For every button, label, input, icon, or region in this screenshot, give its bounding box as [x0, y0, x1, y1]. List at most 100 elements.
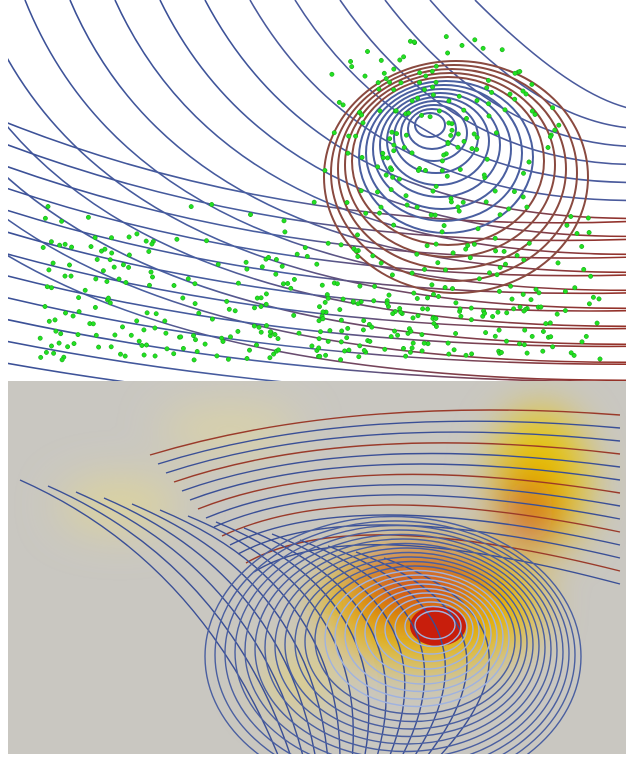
particle	[152, 325, 158, 331]
particle	[304, 253, 310, 259]
particle	[144, 342, 149, 348]
particle	[44, 284, 50, 290]
particle	[419, 348, 425, 354]
particle	[484, 156, 490, 162]
particle	[152, 353, 158, 359]
particle	[318, 329, 323, 335]
particle	[346, 133, 352, 139]
particle	[104, 279, 110, 284]
particle	[492, 333, 498, 339]
particle	[264, 323, 269, 329]
particle	[371, 298, 377, 304]
streamline	[8, 254, 626, 381]
particle	[75, 332, 81, 338]
particle	[504, 310, 510, 316]
particle	[393, 108, 399, 114]
streamline	[181, 452, 621, 492]
particle	[267, 329, 273, 335]
particle	[417, 80, 422, 85]
particle	[180, 345, 186, 351]
particle	[469, 351, 475, 357]
particle	[360, 327, 366, 333]
particle	[153, 311, 159, 317]
streamline	[8, 122, 626, 224]
particle	[128, 332, 134, 338]
particle	[407, 349, 413, 355]
particle	[430, 92, 436, 98]
vortex-ring	[365, 84, 523, 222]
particle	[45, 204, 51, 209]
particle	[484, 85, 490, 91]
particle	[463, 352, 469, 358]
particle	[597, 356, 603, 362]
particle	[430, 188, 436, 194]
particle	[291, 276, 297, 282]
particle	[325, 338, 331, 344]
particle	[280, 281, 286, 287]
particle	[275, 347, 281, 353]
particle	[522, 327, 528, 333]
vortex-ring	[323, 60, 589, 294]
vortex-ring	[344, 578, 498, 693]
particle	[375, 80, 381, 86]
particle	[387, 79, 392, 85]
particle	[493, 248, 499, 254]
particle	[517, 304, 523, 310]
particle	[520, 88, 526, 94]
particle	[37, 335, 43, 341]
particle	[453, 300, 459, 306]
particle	[455, 204, 461, 210]
particle	[337, 307, 343, 313]
particle	[547, 134, 553, 140]
particle	[43, 349, 49, 355]
particle	[384, 300, 390, 306]
particle	[460, 199, 466, 205]
particle	[579, 339, 585, 345]
particle	[486, 101, 491, 107]
particle	[407, 38, 413, 44]
particle	[450, 286, 455, 292]
particle	[443, 267, 448, 273]
particle	[492, 188, 498, 194]
particle	[214, 353, 220, 359]
particle	[490, 314, 496, 319]
particle	[389, 272, 395, 278]
particle	[271, 351, 277, 357]
particle	[533, 286, 539, 292]
particle	[486, 113, 492, 119]
particle	[69, 244, 75, 250]
particle	[444, 173, 450, 179]
streamline	[157, 420, 621, 465]
particle	[118, 351, 123, 357]
particle	[538, 304, 544, 310]
vortex-ring	[337, 68, 567, 270]
particle	[62, 241, 68, 247]
particle	[164, 346, 170, 352]
particle	[275, 336, 281, 342]
particle	[144, 310, 150, 316]
particle	[70, 313, 76, 319]
particle	[415, 95, 420, 101]
particle	[590, 294, 596, 300]
particle	[338, 242, 344, 248]
particle	[445, 50, 451, 56]
particle	[528, 297, 534, 303]
particle	[355, 301, 361, 307]
particle	[433, 183, 439, 189]
particle	[296, 330, 302, 336]
particle	[547, 320, 553, 326]
particle	[380, 150, 386, 156]
particle	[450, 250, 456, 256]
particle	[507, 91, 513, 97]
streamline	[213, 494, 621, 528]
particle	[281, 218, 287, 224]
particle	[215, 261, 221, 267]
particle	[353, 248, 359, 254]
particle	[432, 212, 438, 218]
particle	[272, 332, 278, 337]
particle	[428, 212, 434, 218]
particle	[65, 344, 71, 350]
particle	[385, 155, 391, 161]
particle	[338, 339, 344, 345]
